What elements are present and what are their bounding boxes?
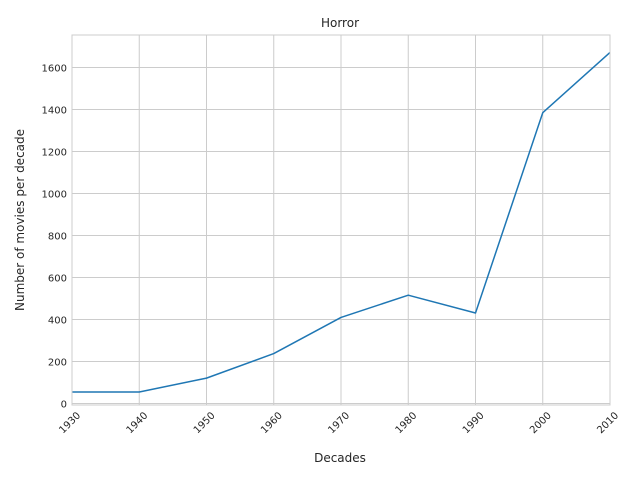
x-tick-label: 1980 [394,410,420,436]
y-tick-label: 600 [48,274,67,285]
x-tick-labels: 1930 1940 1950 1960 1970 1980 1990 2000 2010 [57,410,621,436]
y-tick-label: 1000 [42,190,67,201]
y-axis-label: Number of movies per decade [13,129,27,311]
x-tick-label: 1950 [192,410,218,436]
x-tick-label: 1960 [259,410,285,436]
x-tick-label: 1990 [461,410,487,436]
chart-title: Horror [321,16,359,30]
x-tick-label: 1930 [57,410,83,436]
y-tick-label: 200 [48,358,67,369]
x-tick-label: 2010 [595,410,621,436]
plot-frame [71,34,611,406]
y-tick-label: 1200 [42,148,67,159]
x-axis-label: Decades [314,451,366,465]
x-tick-label: 1940 [125,410,151,436]
x-gridlines [71,35,611,405]
y-tick-label: 0 [61,400,67,411]
series-layer [72,51,611,393]
y-tick-label: 1400 [42,106,67,117]
y-tick-labels: 0 200 400 600 800 1000 1200 1400 1600 [42,64,67,411]
y-tick-label: 400 [48,316,67,327]
x-tick-label: 2000 [528,410,554,436]
x-tick-label: 1970 [326,410,352,436]
y-tick-label: 1600 [42,64,67,75]
y-tick-label: 800 [48,232,67,243]
series-line [72,51,611,393]
y-gridlines [72,67,610,405]
